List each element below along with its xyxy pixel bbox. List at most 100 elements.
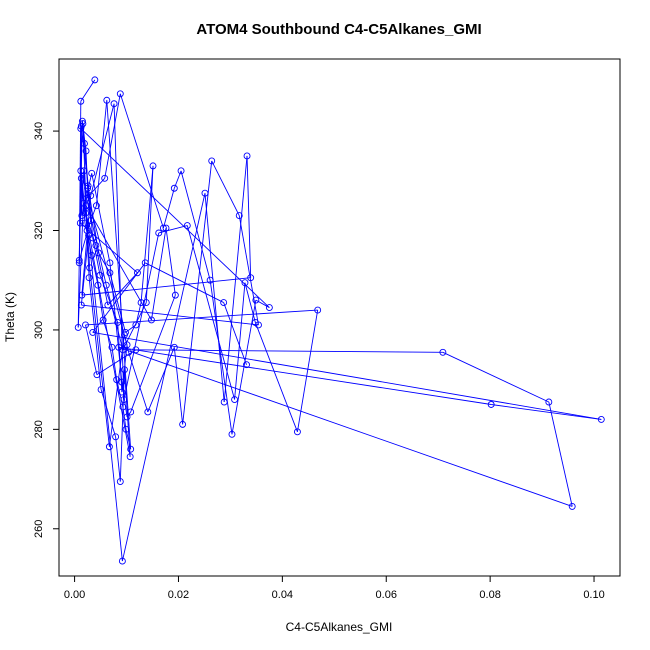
- series-segment: [89, 267, 110, 447]
- data-point: [208, 157, 216, 165]
- series-segment: [98, 252, 111, 273]
- data-point: [106, 259, 114, 267]
- series-segment: [86, 178, 106, 199]
- data-point: [243, 361, 250, 369]
- data-point: [155, 229, 163, 237]
- data-point: [78, 291, 86, 299]
- chart-title: ATOM4 Southbound C4-C5Alkanes_GMI: [196, 21, 481, 38]
- x-tick-label: 0.10: [583, 589, 604, 601]
- series-segment: [91, 173, 111, 263]
- data-point: [137, 299, 145, 307]
- x-tick-label: 0.04: [272, 589, 293, 601]
- data-point: [220, 299, 228, 307]
- data-point: [568, 502, 576, 510]
- series-segment: [95, 245, 109, 306]
- data-point: [80, 167, 88, 175]
- series-segment: [548, 401, 573, 507]
- data-point: [84, 182, 92, 190]
- series-segment: [107, 272, 138, 306]
- series-segment: [108, 334, 125, 447]
- series-segment: [92, 331, 602, 420]
- data-point: [123, 341, 131, 349]
- data-point: [127, 408, 135, 416]
- series-segment: [104, 93, 121, 179]
- series-segment: [121, 344, 128, 393]
- x-tick-label: 0.06: [376, 589, 397, 601]
- series-segment: [442, 351, 550, 403]
- series-segment: [90, 103, 115, 196]
- data-point: [83, 227, 91, 234]
- y-axis-label: Theta (K): [3, 292, 17, 342]
- data-point: [119, 403, 127, 411]
- data-point: [120, 331, 128, 339]
- data-point: [85, 274, 93, 282]
- series-segment: [92, 237, 101, 276]
- data-point: [86, 264, 94, 272]
- series-points: [74, 76, 605, 565]
- data-point: [77, 97, 85, 105]
- data-point: [545, 398, 553, 406]
- y-tick-label: 260: [33, 520, 45, 538]
- data-point: [120, 366, 128, 374]
- series-segment: [491, 404, 602, 420]
- data-point: [101, 174, 109, 182]
- data-point: [91, 76, 99, 84]
- data-point: [105, 443, 113, 451]
- data-point: [439, 348, 447, 356]
- data-point: [487, 401, 495, 408]
- data-point: [110, 100, 118, 108]
- series-segment: [238, 215, 259, 326]
- y-tick-label: 320: [33, 221, 45, 239]
- data-point: [235, 212, 243, 220]
- data-point: [125, 348, 133, 356]
- series-segment: [211, 160, 240, 216]
- data-point: [75, 256, 83, 264]
- data-point: [92, 202, 100, 210]
- data-point: [116, 90, 124, 98]
- series-segment: [106, 100, 132, 450]
- series-segment: [80, 170, 128, 345]
- data-point: [87, 217, 95, 225]
- series-segment: [223, 302, 247, 365]
- data-point: [247, 274, 255, 282]
- series-segment: [165, 227, 176, 296]
- data-point: [77, 174, 85, 182]
- data-point: [171, 291, 179, 299]
- data-point: [179, 420, 187, 428]
- data-point: [132, 321, 140, 329]
- data-point: [170, 184, 178, 192]
- data-point: [118, 378, 126, 386]
- series-segment: [151, 227, 167, 321]
- series-segment: [121, 193, 206, 562]
- data-point: [132, 346, 140, 354]
- data-point: [120, 396, 128, 403]
- series-segment: [105, 285, 124, 350]
- series-segment: [147, 347, 175, 413]
- series-segment: [244, 282, 256, 323]
- series-segment: [209, 280, 233, 435]
- data-point: [170, 343, 178, 351]
- series-segment: [145, 262, 224, 303]
- series-segment: [81, 277, 251, 296]
- data-point: [118, 388, 126, 396]
- data-point: [82, 147, 90, 155]
- series-segment: [80, 126, 89, 186]
- data-point: [77, 122, 85, 130]
- series-segment: [135, 349, 443, 353]
- series-segment: [81, 195, 92, 296]
- data-point: [114, 319, 122, 326]
- series-segment: [162, 188, 175, 229]
- series-segment: [118, 346, 573, 507]
- series-segment: [79, 170, 85, 224]
- data-point: [102, 281, 110, 289]
- data-point: [89, 328, 97, 336]
- data-point: [118, 557, 126, 565]
- series-segment: [92, 262, 146, 333]
- data-point: [76, 219, 84, 227]
- data-point: [314, 306, 322, 314]
- data-point: [112, 433, 120, 441]
- data-point: [144, 408, 152, 416]
- data-point: [206, 276, 214, 284]
- data-point: [228, 430, 236, 438]
- series-segment: [121, 382, 128, 417]
